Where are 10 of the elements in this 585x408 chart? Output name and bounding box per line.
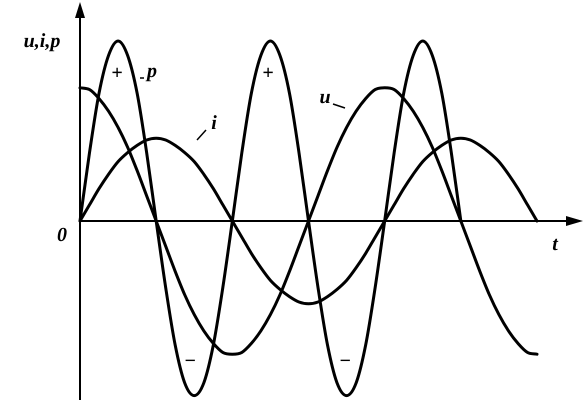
legend-label: p <box>145 60 157 82</box>
series-label: u <box>319 86 331 108</box>
annotation: + <box>111 62 123 84</box>
annotation: + <box>262 62 274 84</box>
y-axis-title: u,i,p <box>24 30 60 52</box>
legend-label: i <box>211 112 218 134</box>
text: 0 <box>57 224 67 246</box>
annotation: − <box>338 350 352 372</box>
annotation: − <box>184 350 196 372</box>
x-axis-title: t <box>552 233 560 256</box>
